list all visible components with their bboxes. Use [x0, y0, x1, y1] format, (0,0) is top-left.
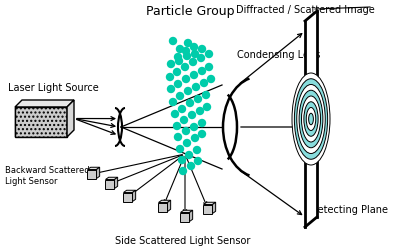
Polygon shape	[167, 200, 170, 212]
Ellipse shape	[291, 74, 329, 165]
Polygon shape	[105, 180, 114, 189]
Polygon shape	[132, 191, 135, 202]
Circle shape	[188, 112, 195, 119]
Circle shape	[171, 111, 178, 118]
Circle shape	[198, 68, 205, 75]
Polygon shape	[87, 170, 96, 179]
Circle shape	[194, 158, 201, 165]
Polygon shape	[304, 12, 316, 227]
Polygon shape	[180, 213, 189, 222]
Ellipse shape	[296, 85, 324, 154]
Circle shape	[194, 96, 201, 103]
Circle shape	[186, 100, 193, 107]
Ellipse shape	[308, 114, 312, 125]
Polygon shape	[96, 168, 99, 179]
Polygon shape	[114, 178, 117, 189]
Circle shape	[182, 48, 189, 55]
Polygon shape	[15, 101, 74, 108]
Circle shape	[174, 54, 181, 61]
Circle shape	[167, 86, 174, 93]
Polygon shape	[158, 203, 167, 212]
Circle shape	[179, 168, 186, 175]
Text: Backward Scattered
Light Sensor: Backward Scattered Light Sensor	[5, 166, 90, 185]
Circle shape	[180, 117, 187, 124]
Text: Laser Light Source: Laser Light Source	[8, 83, 99, 93]
Circle shape	[173, 69, 180, 76]
Circle shape	[189, 59, 196, 66]
Polygon shape	[158, 200, 170, 203]
Circle shape	[202, 92, 209, 99]
Circle shape	[196, 108, 203, 115]
Polygon shape	[203, 205, 212, 214]
Polygon shape	[67, 101, 74, 137]
Polygon shape	[123, 193, 132, 202]
Polygon shape	[203, 202, 215, 205]
Circle shape	[173, 123, 180, 130]
Polygon shape	[212, 202, 215, 214]
Circle shape	[181, 64, 188, 71]
Circle shape	[176, 93, 183, 100]
Ellipse shape	[301, 97, 320, 142]
Circle shape	[203, 104, 210, 111]
Circle shape	[187, 163, 194, 170]
Polygon shape	[15, 108, 67, 137]
Text: Particle Group: Particle Group	[145, 5, 234, 18]
Circle shape	[190, 44, 197, 51]
Circle shape	[174, 81, 181, 88]
Circle shape	[190, 124, 197, 131]
Circle shape	[184, 88, 191, 95]
Circle shape	[198, 120, 205, 127]
Circle shape	[185, 152, 192, 159]
Circle shape	[166, 74, 173, 81]
Circle shape	[176, 46, 183, 53]
Polygon shape	[105, 178, 117, 180]
Circle shape	[178, 106, 185, 113]
Circle shape	[169, 99, 176, 106]
Text: Side Scattered Light Sensor: Side Scattered Light Sensor	[115, 235, 250, 245]
Polygon shape	[189, 210, 192, 222]
Circle shape	[183, 140, 190, 147]
Circle shape	[193, 147, 200, 154]
Circle shape	[205, 64, 212, 71]
Circle shape	[182, 76, 189, 83]
Circle shape	[198, 46, 205, 53]
Circle shape	[183, 53, 190, 60]
Ellipse shape	[294, 79, 327, 160]
Ellipse shape	[303, 102, 317, 137]
Circle shape	[184, 40, 191, 47]
Circle shape	[167, 61, 174, 68]
Text: Detecting Plane: Detecting Plane	[309, 204, 387, 214]
Polygon shape	[123, 191, 135, 193]
Text: Diffracted / Scattered Image: Diffracted / Scattered Image	[236, 5, 374, 15]
Circle shape	[176, 146, 183, 153]
Text: Condensing Lens: Condensing Lens	[236, 50, 319, 60]
Circle shape	[197, 55, 204, 62]
Polygon shape	[180, 210, 192, 213]
Circle shape	[198, 131, 205, 138]
Circle shape	[191, 51, 198, 58]
Circle shape	[174, 134, 181, 141]
Circle shape	[200, 80, 207, 87]
Ellipse shape	[299, 91, 322, 148]
Circle shape	[178, 157, 185, 164]
Circle shape	[207, 76, 214, 83]
Circle shape	[192, 84, 199, 91]
Polygon shape	[87, 168, 99, 170]
Circle shape	[190, 72, 197, 79]
Circle shape	[169, 38, 176, 45]
Ellipse shape	[306, 108, 315, 131]
Circle shape	[191, 135, 198, 142]
Circle shape	[175, 58, 182, 65]
Circle shape	[205, 51, 212, 58]
Circle shape	[182, 128, 189, 135]
